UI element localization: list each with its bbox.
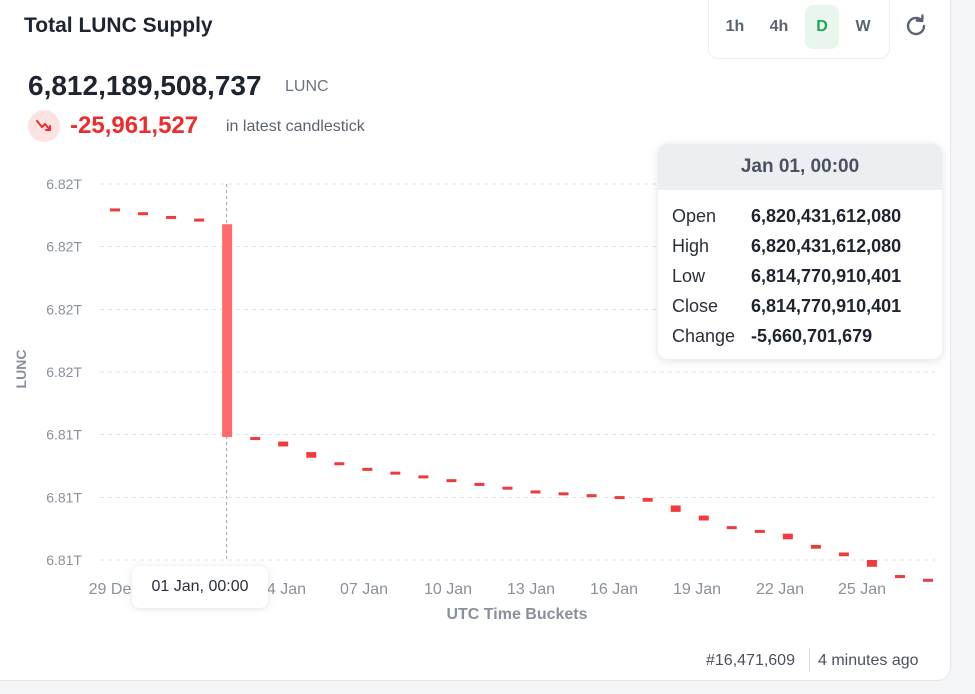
candle [642, 497, 653, 502]
candle [306, 452, 317, 458]
supply-unit: LUNC [285, 78, 329, 95]
tooltip-value-change: -5,660,701,679 [751, 326, 873, 346]
x-axis-title: UTC Time Buckets [446, 606, 587, 623]
candle [278, 441, 289, 447]
x-tick-label: 29 De [89, 581, 132, 598]
candle [390, 471, 401, 475]
candle [530, 490, 541, 494]
candle [614, 496, 625, 500]
tooltip-value-high: 6,820,431,612,080 [751, 236, 902, 256]
y-tick-label: 6.81T [46, 552, 82, 568]
block-number[interactable]: #16,471,609 [706, 652, 795, 669]
candle [194, 218, 205, 222]
candle [166, 215, 177, 219]
x-tick-label: 07 Jan [340, 581, 388, 598]
timeframe-selector: 1h 4h D W [708, 0, 890, 59]
page-title: Total LUNC Supply [24, 14, 213, 37]
y-tick-label: 6.82T [46, 176, 82, 192]
tooltip-label-close: Close [672, 296, 719, 316]
y-tick-label: 6.81T [46, 427, 82, 443]
candle [726, 526, 737, 530]
latest-change-note: in latest candlestick [226, 118, 365, 135]
tooltip-value-open: 6,820,431,612,080 [751, 206, 902, 226]
y-tick-label: 6.82T [46, 239, 82, 255]
candle [250, 437, 261, 441]
supply-candlestick-chart[interactable]: 6.82T 6.82T 6.82T 6.82T 6.81T 6.81T 6.81T 29 De… [0, 150, 950, 630]
tooltip-label-low: Low [672, 266, 706, 286]
x-tick-label: 04 Jan [258, 581, 306, 598]
candle [754, 529, 765, 533]
candle [838, 552, 849, 557]
y-tick-label: 6.82T [46, 364, 82, 380]
x-tick-label: 16 Jan [590, 581, 638, 598]
tooltip-label-high: High [672, 236, 710, 256]
x-tick-label: 19 Jan [673, 581, 721, 598]
tooltip-label-change: Change [672, 326, 736, 346]
tooltip-title: Jan 01, 00:00 [658, 144, 942, 190]
candle [670, 505, 681, 512]
refresh-icon[interactable] [902, 12, 930, 40]
candle [698, 515, 709, 521]
candle [782, 533, 793, 540]
timeframe-w-button[interactable]: W [855, 18, 871, 35]
candle [502, 486, 513, 490]
y-tick-label: 6.82T [46, 301, 82, 317]
candle [474, 482, 485, 486]
timeframe-d-button[interactable]: D [805, 5, 839, 49]
candle [866, 560, 877, 567]
x-tick-label: 13 Jan [507, 581, 555, 598]
last-updated: 4 minutes ago [818, 652, 919, 669]
candle [362, 467, 373, 471]
candle [138, 212, 149, 216]
candle [586, 494, 597, 498]
candle [923, 578, 933, 582]
candle [110, 208, 120, 212]
total-supply-value: 6,812,189,508,737 [28, 70, 262, 101]
crosshair-x-label: 01 Jan, 00:00 [132, 566, 268, 608]
candle [446, 479, 457, 483]
timeframe-1h-button[interactable]: 1h [725, 18, 745, 35]
footer-divider [809, 648, 810, 672]
tooltip-value-close: 6,814,770,910,401 [751, 296, 902, 316]
candle [222, 224, 233, 438]
candle [558, 492, 569, 496]
candle-tooltip: Jan 01, 00:00 Open 6,820,431,612,080 Hig… [658, 144, 942, 359]
y-axis-title: LUNC [13, 350, 29, 389]
trend-down-icon [28, 110, 60, 142]
y-tick-label: 6.81T [46, 489, 82, 505]
candle [894, 575, 905, 579]
candle [334, 462, 345, 466]
x-tick-label: 10 Jan [424, 581, 472, 598]
tooltip-label-open: Open [672, 206, 717, 226]
candle [810, 544, 821, 549]
x-tick-label: 22 Jan [756, 581, 804, 598]
latest-change-value: -25,961,527 [70, 112, 199, 139]
tooltip-value-low: 6,814,770,910,401 [751, 266, 902, 286]
x-tick-label: 25 Jan [838, 581, 886, 598]
candle [418, 475, 429, 479]
timeframe-4h-button[interactable]: 4h [769, 18, 789, 35]
supply-card: Total LUNC Supply 1h 4h D W 6,812,189,50… [0, 0, 951, 681]
